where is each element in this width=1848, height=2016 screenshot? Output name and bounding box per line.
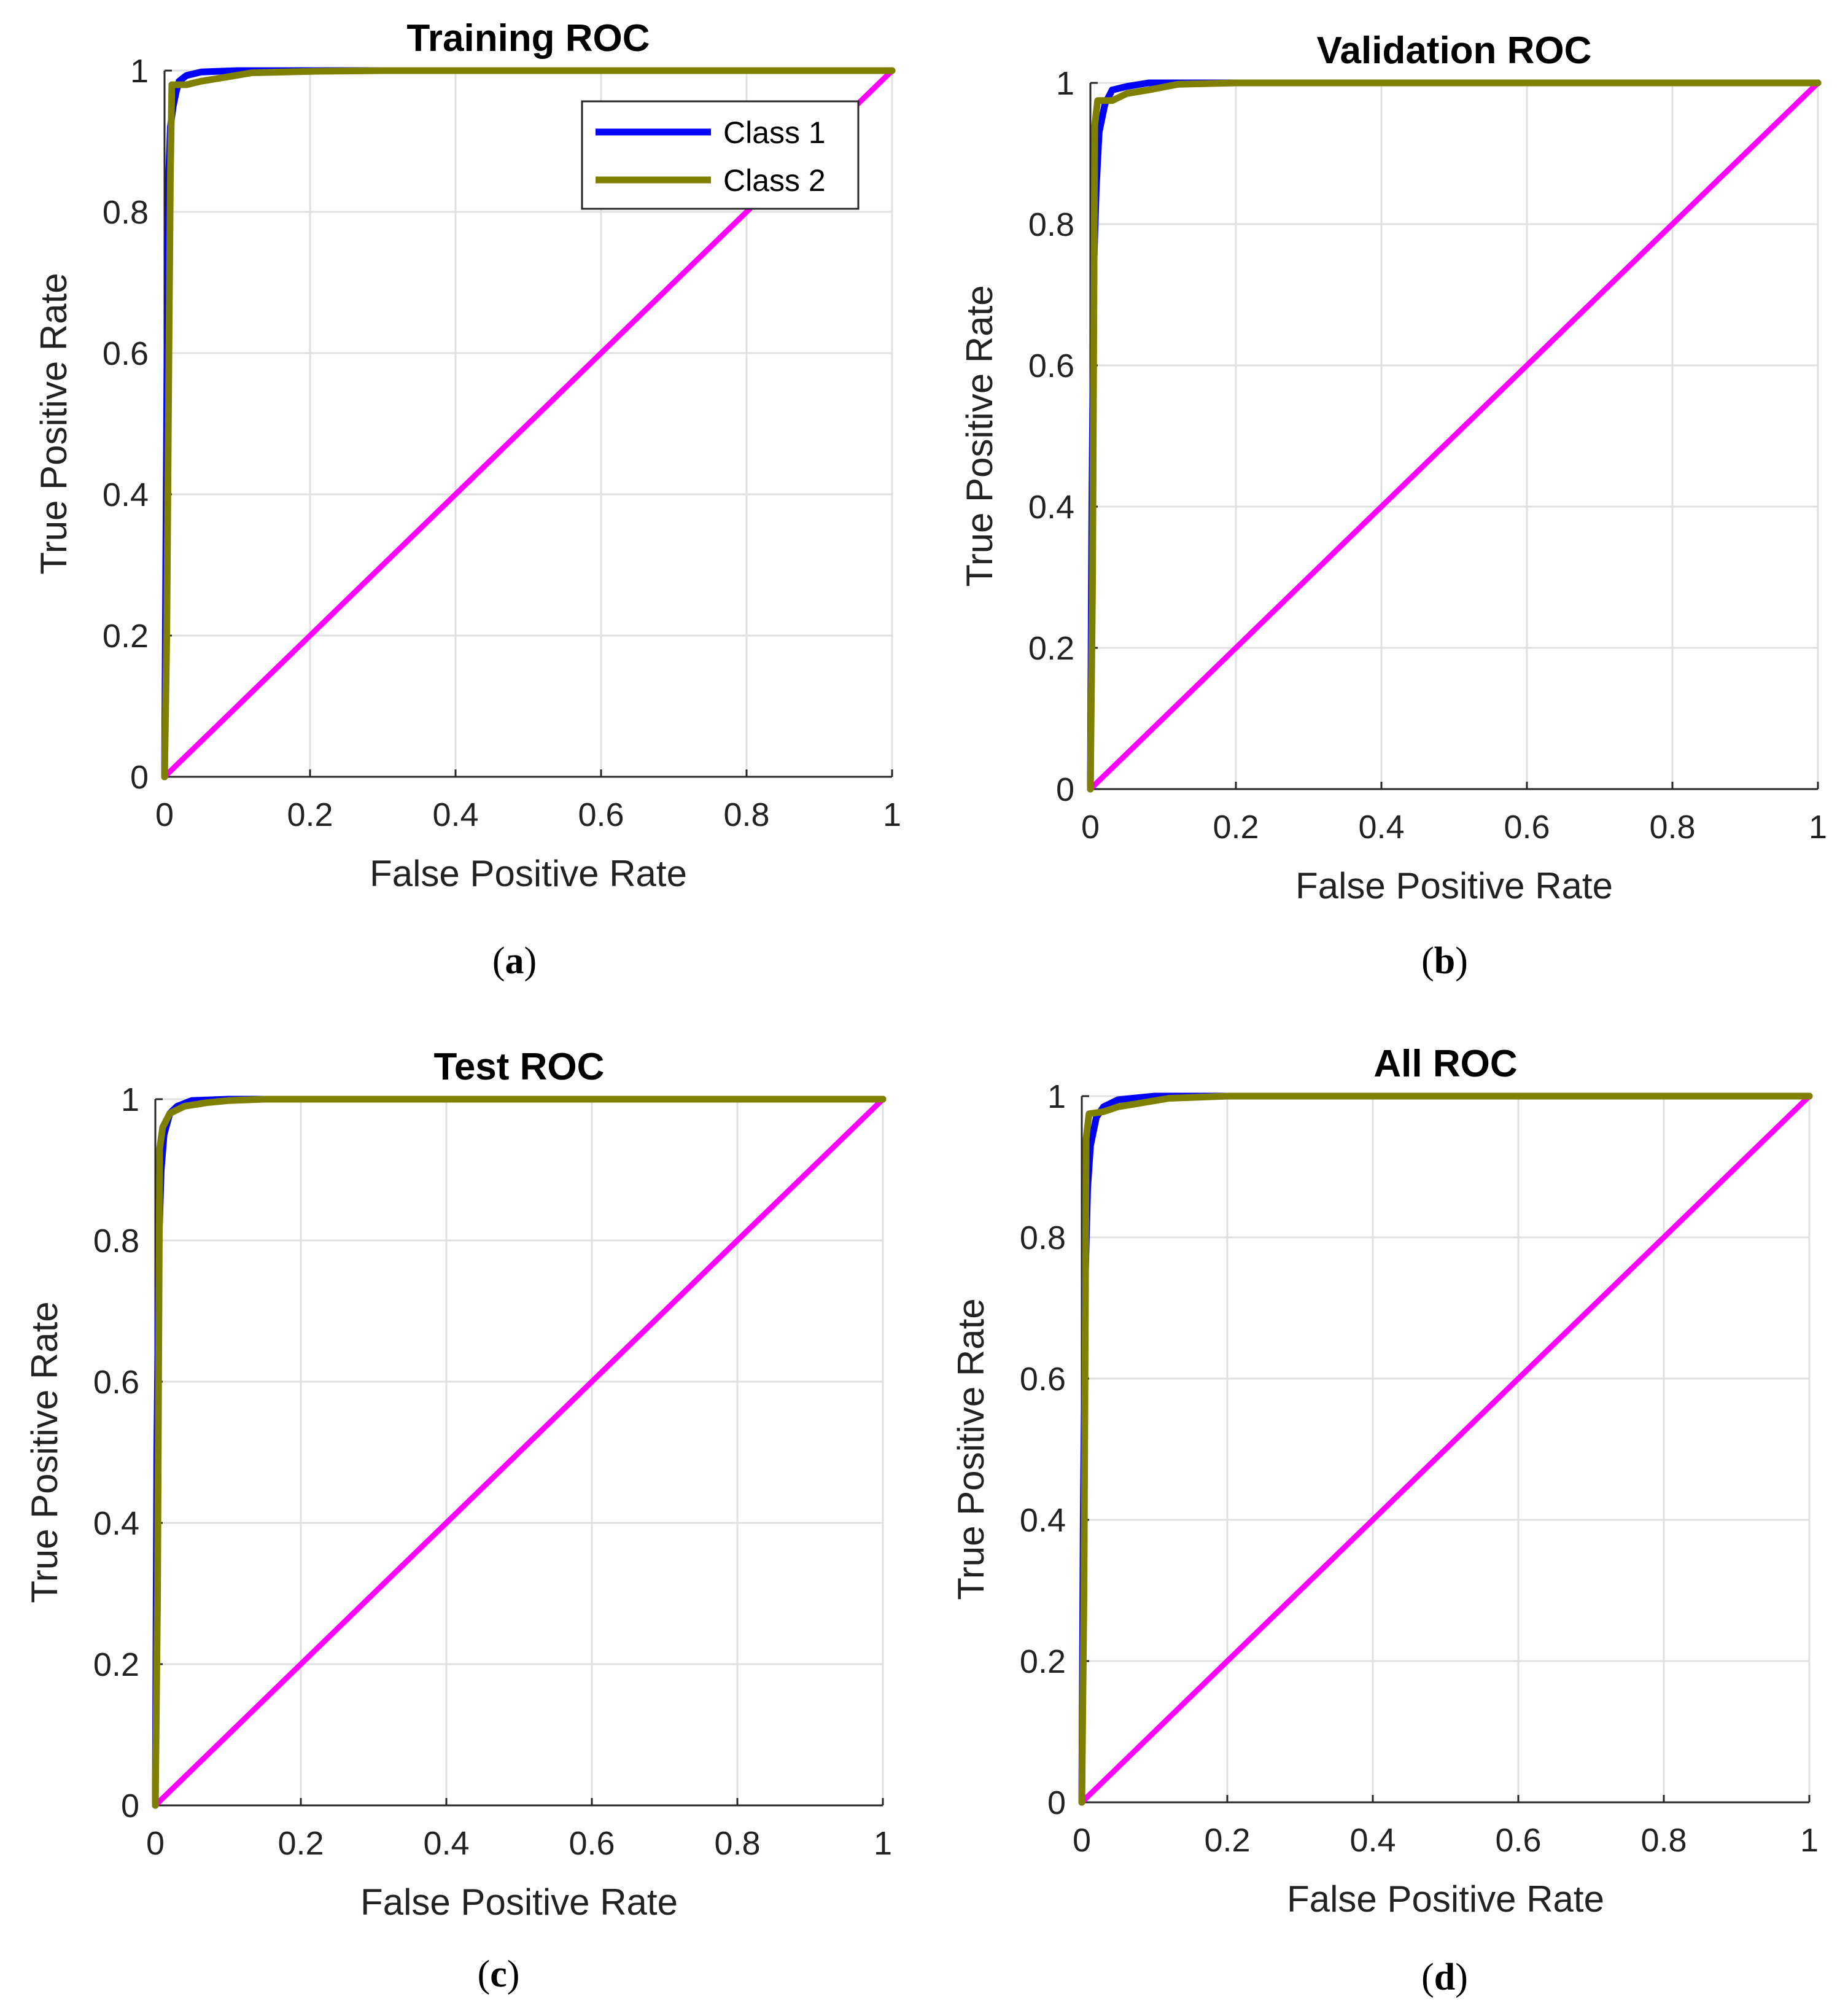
y-tick-label: 0 <box>121 1788 139 1824</box>
roc-panel-1: 0 0.2 0.4 0.6 0.8 1 0 0.2 0.4 0.6 0.8 1 Training ROC… <box>33 17 901 982</box>
x-tick-label: 0.8 <box>1640 1822 1687 1859</box>
y-tick-label: 0.2 <box>1028 630 1074 667</box>
y-tick-label: 0.8 <box>1028 206 1074 243</box>
x-axis-label: False Positive Rate <box>1287 1878 1604 1920</box>
y-tick-label: 0.2 <box>1020 1643 1066 1680</box>
chart-title: All ROC <box>1373 1043 1517 1085</box>
y-tick-label: 0.4 <box>103 477 149 513</box>
x-axis-label: False Positive Rate <box>360 1882 678 1923</box>
chart-title: Training ROC <box>406 17 650 60</box>
y-axis-label: True Positive Rate <box>959 285 1000 586</box>
roc-panel-4: 0 0.2 0.4 0.6 0.8 1 0 0.2 0.4 0.6 0.8 1 All ROC False… <box>950 1043 1819 1998</box>
y-tick-label: 1 <box>121 1081 139 1118</box>
series-line-class-2 <box>1087 79 1822 793</box>
x-tick-label: 0.2 <box>1204 1822 1250 1859</box>
series-line-diagonal <box>152 1096 886 1808</box>
y-tick-label: 0 <box>1047 1784 1066 1821</box>
x-tick-label: 0.8 <box>1649 809 1695 846</box>
x-tick-label: 0.6 <box>1495 1822 1541 1859</box>
series-line-class-2 <box>161 67 896 780</box>
y-tick-label: 0.6 <box>1020 1361 1066 1398</box>
x-tick-label: 0.2 <box>278 1825 324 1862</box>
x-tick-label: 0 <box>155 796 174 833</box>
x-tick-label: 1 <box>874 1825 892 1862</box>
y-axis-label: True Positive Rate <box>33 273 74 574</box>
x-tick-label: 0.2 <box>1213 809 1259 846</box>
y-tick-label: 0.2 <box>93 1646 139 1683</box>
legend-box <box>581 100 860 210</box>
x-tick-label: 0.6 <box>1504 809 1550 846</box>
x-tick-label: 0.8 <box>723 796 769 833</box>
y-tick-label: 0.8 <box>1020 1220 1066 1256</box>
series-line-class-2 <box>152 1096 887 1809</box>
x-tick-label: 1 <box>1800 1822 1819 1859</box>
y-tick-label: 0.6 <box>103 335 149 372</box>
y-tick-label: 0.8 <box>103 194 149 231</box>
y-tick-label: 0 <box>1056 771 1074 808</box>
x-tick-label: 0 <box>1073 1822 1091 1859</box>
y-tick-label: 0.6 <box>1028 348 1074 384</box>
x-tick-label: 0.4 <box>1358 809 1404 846</box>
y-tick-label: 0.6 <box>93 1364 139 1401</box>
panel-caption: (b) <box>1421 940 1468 982</box>
y-tick-label: 1 <box>1056 65 1074 102</box>
panel-caption: (d) <box>1421 1956 1468 1998</box>
series-line-diagonal <box>1079 1093 1812 1805</box>
y-axis-label: True Positive Rate <box>24 1301 65 1603</box>
legend-label-class-2: Class 2 <box>723 163 826 198</box>
panel-caption: (a) <box>492 940 537 982</box>
y-tick-label: 0.4 <box>93 1505 139 1542</box>
x-axis-label: False Positive Rate <box>370 853 687 894</box>
x-tick-label: 1 <box>883 796 901 833</box>
series-line-class-2 <box>1078 1092 1813 1806</box>
x-axis-label: False Positive Rate <box>1295 865 1613 906</box>
y-tick-label: 0.8 <box>93 1223 139 1259</box>
y-tick-label: 0.4 <box>1020 1502 1066 1539</box>
x-tick-label: 0.8 <box>714 1825 760 1862</box>
y-tick-label: 0 <box>130 759 149 796</box>
roc-panel-3: 0 0.2 0.4 0.6 0.8 1 0 0.2 0.4 0.6 0.8 1 Test ROC Fals… <box>24 1046 892 1995</box>
x-tick-label: 0.2 <box>287 796 333 833</box>
y-tick-label: 1 <box>130 53 149 90</box>
x-tick-label: 0 <box>146 1825 165 1862</box>
x-tick-label: 0.6 <box>578 796 624 833</box>
roc-panel-2: 0 0.2 0.4 0.6 0.8 1 0 0.2 0.4 0.6 0.8 1 Validation R… <box>959 29 1827 982</box>
y-tick-label: 0.4 <box>1028 489 1074 526</box>
y-tick-label: 0.2 <box>103 618 149 655</box>
x-tick-label: 1 <box>1809 809 1827 846</box>
x-tick-label: 0.4 <box>1349 1822 1396 1859</box>
x-tick-label: 0.6 <box>569 1825 615 1862</box>
x-tick-label: 0.4 <box>432 796 478 833</box>
x-tick-label: 0 <box>1081 809 1100 846</box>
y-axis-label: True Positive Rate <box>950 1298 992 1600</box>
panel-caption: (c) <box>478 1953 520 1995</box>
legend-label-class-1: Class 1 <box>723 115 826 150</box>
x-tick-label: 0.4 <box>423 1825 469 1862</box>
legend: Class 1 Class 2 <box>581 100 860 210</box>
chart-title: Validation ROC <box>1317 29 1592 72</box>
y-tick-label: 1 <box>1047 1078 1066 1115</box>
chart-title: Test ROC <box>434 1046 605 1088</box>
series-line-diagonal <box>1087 80 1821 792</box>
